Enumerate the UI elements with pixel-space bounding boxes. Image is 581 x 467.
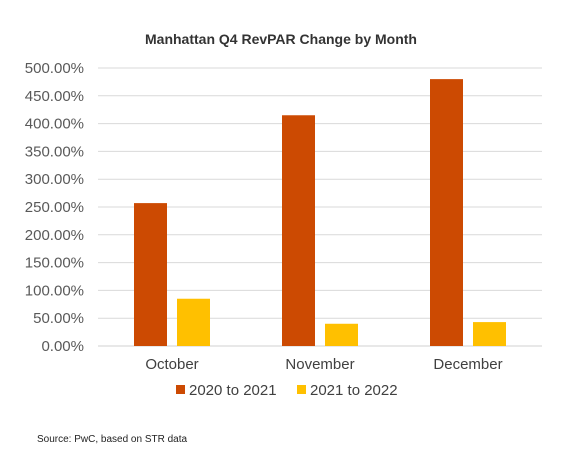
gridlines: [98, 67, 542, 347]
bar-2021-to-2022-november: [325, 323, 358, 346]
y-tick-label: 100.00%: [25, 282, 84, 299]
legend-label: 2020 to 2021: [189, 382, 277, 399]
bar-2020-to-2021-december: [430, 79, 463, 347]
legend-label: 2021 to 2022: [310, 382, 398, 399]
chart-title: Manhattan Q4 RevPAR Change by Month: [145, 31, 417, 47]
x-category-label: October: [145, 356, 198, 373]
y-tick-label: 250.00%: [25, 199, 84, 216]
y-tick-label: 150.00%: [25, 255, 84, 272]
y-tick-label: 0.00%: [41, 338, 84, 355]
y-tick-label: 400.00%: [25, 116, 84, 133]
x-axis: October November December: [145, 356, 502, 373]
legend-swatch: [297, 385, 306, 394]
bar-2021-to-2022-december: [473, 322, 506, 346]
bar-2020-to-2021-october: [134, 203, 167, 346]
y-tick-label: 200.00%: [25, 227, 84, 244]
legend-swatch: [176, 385, 185, 394]
source-note: Source: PwC, based on STR data: [37, 434, 188, 445]
y-tick-label: 350.00%: [25, 143, 84, 160]
bars: [134, 79, 506, 347]
y-tick-label: 450.00%: [25, 88, 84, 105]
y-tick-label: 500.00%: [25, 60, 84, 77]
x-category-label: December: [433, 356, 502, 373]
y-axis-tick-labels: 0.00% 50.00% 100.00% 150.00% 200.00% 250.00% 3…: [25, 60, 84, 355]
y-tick-label: 50.00%: [33, 310, 84, 327]
legend: 2020 to 2021 2021 to 2022: [176, 382, 398, 399]
bar-2021-to-2022-october: [177, 298, 210, 346]
y-tick-label: 300.00%: [25, 171, 84, 188]
bar-2020-to-2021-november: [282, 115, 315, 346]
x-category-label: November: [285, 356, 354, 373]
